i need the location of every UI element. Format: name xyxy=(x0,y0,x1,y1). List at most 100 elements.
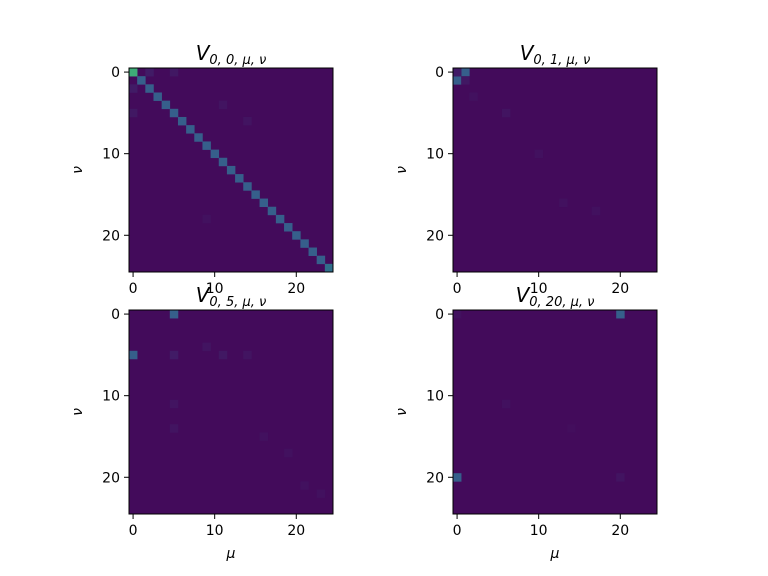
heatmap-cell xyxy=(267,206,277,216)
x-tick-label: 20 xyxy=(287,281,305,297)
axes-frame xyxy=(128,309,334,515)
x-tick-label: 10 xyxy=(530,281,548,297)
y-tick-label: 10 xyxy=(426,389,444,405)
x-tick-label: 10 xyxy=(206,523,224,539)
heatmap-cell xyxy=(202,342,211,352)
heatmap-cell xyxy=(534,149,544,159)
heatmap-cell xyxy=(129,350,138,360)
heatmap-background xyxy=(453,68,657,272)
heatmap-cell xyxy=(202,141,211,150)
x-tick-label: 20 xyxy=(611,281,629,297)
heatmap-cell xyxy=(453,310,462,319)
heatmap-cell xyxy=(616,310,625,319)
heatmap-cell xyxy=(275,214,285,224)
y-tick-label: 20 xyxy=(426,470,444,486)
y-tick-label: 0 xyxy=(435,307,444,323)
heatmap-panel-2: 0 10 20 0 10 20 ν μ V0, 5, μ, ν xyxy=(70,283,334,562)
heatmap-cell xyxy=(169,68,179,77)
heatmap-cell xyxy=(145,84,154,93)
axes-frame xyxy=(452,309,658,515)
heatmap-cell xyxy=(284,223,293,232)
heatmap-cell xyxy=(259,198,269,208)
y-tick-label: 20 xyxy=(102,228,120,244)
y-tick-label: 0 xyxy=(111,65,120,81)
heatmap-cell xyxy=(169,350,179,360)
heatmap-cell xyxy=(259,432,269,441)
heatmap-cell xyxy=(218,350,228,360)
heatmap-cell xyxy=(145,68,154,77)
heatmap-cell xyxy=(453,76,462,85)
heatmap-cell xyxy=(559,198,568,208)
x-tick-label: 10 xyxy=(206,281,224,297)
heatmap-cell xyxy=(226,165,236,175)
axes-frame xyxy=(128,67,334,273)
subplots-container: 0 10 20 0 10 20 ν V0, 0, μ, ν 0 10 20 0 10 20 ν V0, 1, … xyxy=(70,41,658,562)
heatmap-cell xyxy=(243,116,252,126)
subplot-title: V0, 1, μ, ν xyxy=(520,41,591,68)
heatmap-cell xyxy=(316,489,326,498)
heatmap-cell xyxy=(169,424,179,433)
subplot-title: V0, 0, μ, ν xyxy=(196,41,267,68)
heatmap-cell xyxy=(177,116,187,126)
heatmap-cell xyxy=(616,473,625,482)
x-tick-label: 20 xyxy=(611,523,629,539)
heatmap-cell xyxy=(137,76,146,85)
heatmap-cell xyxy=(243,182,252,191)
heatmap-cell xyxy=(251,190,260,199)
heatmap-background xyxy=(453,310,657,514)
heatmap-cell xyxy=(461,68,470,77)
heatmap-cell xyxy=(453,68,462,77)
heatmap-cell xyxy=(501,108,511,118)
axes-frame xyxy=(452,67,658,273)
heatmap-cell xyxy=(169,399,179,409)
heatmap-panel-0: 0 10 20 0 10 20 ν V0, 0, μ, ν xyxy=(70,41,334,297)
heatmap-cell xyxy=(292,231,301,240)
heatmap-cell xyxy=(186,125,195,134)
x-tick-label: 0 xyxy=(453,281,462,297)
subplot-title: V0, 5, μ, ν xyxy=(196,283,267,310)
heatmap-cell xyxy=(218,100,228,110)
heatmap-cell xyxy=(129,108,138,118)
heatmap-cell xyxy=(243,350,252,360)
x-tick-label: 0 xyxy=(453,523,462,539)
heatmap-cell xyxy=(591,206,601,216)
x-tick-label: 0 xyxy=(129,523,138,539)
heatmap-cell xyxy=(194,133,203,142)
y-tick-label: 0 xyxy=(111,307,120,323)
heatmap-cell xyxy=(300,481,309,490)
heatmap-cell xyxy=(567,424,576,433)
heatmap-cell xyxy=(324,263,334,273)
y-axis-label: ν xyxy=(70,408,86,416)
heatmap-cell xyxy=(202,214,211,224)
heatmap-cell xyxy=(461,76,470,85)
heatmap-cell xyxy=(453,473,462,482)
heatmap-cell xyxy=(218,157,228,167)
heatmap-cell xyxy=(235,174,244,183)
x-axis-label: μ xyxy=(550,546,560,562)
heatmap-cell xyxy=(210,149,220,159)
heatmap-cell xyxy=(169,310,179,319)
heatmap-cell xyxy=(169,108,179,118)
x-axis-label: μ xyxy=(226,546,236,562)
heatmap-cell xyxy=(129,68,138,77)
heatmap-cell xyxy=(153,92,162,101)
x-tick-label: 10 xyxy=(530,523,548,539)
y-tick-label: 10 xyxy=(426,147,444,163)
x-tick-label: 20 xyxy=(287,523,305,539)
heatmap-cell xyxy=(308,247,317,256)
y-tick-label: 0 xyxy=(435,65,444,81)
heatmap-cell xyxy=(501,399,511,409)
y-tick-label: 20 xyxy=(102,470,120,486)
heatmap-background xyxy=(129,310,333,514)
heatmap-cell xyxy=(129,84,138,93)
heatmap-cell xyxy=(316,255,326,265)
heatmap-panel-3: 0 10 20 0 10 20 ν μ V0, 20, μ, ν xyxy=(394,283,658,562)
y-axis-label: ν xyxy=(394,166,410,174)
heatmap-cell xyxy=(284,448,293,458)
x-tick-label: 0 xyxy=(129,281,138,297)
heatmap-cell xyxy=(469,92,478,101)
y-axis-label: ν xyxy=(394,408,410,416)
y-tick-label: 10 xyxy=(102,147,120,163)
heatmap-cell xyxy=(300,239,309,248)
